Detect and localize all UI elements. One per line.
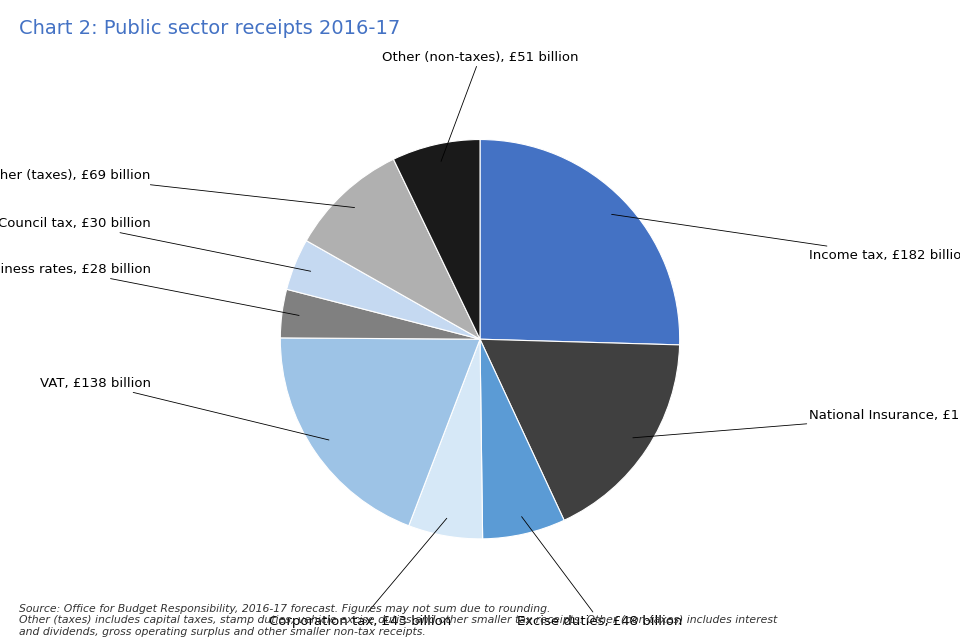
Wedge shape [480, 339, 564, 539]
Wedge shape [394, 140, 480, 339]
Wedge shape [287, 241, 480, 339]
Text: Other (non-taxes), £51 billion: Other (non-taxes), £51 billion [382, 51, 578, 161]
Text: Council tax, £30 billion: Council tax, £30 billion [0, 217, 311, 271]
Wedge shape [280, 338, 480, 525]
Wedge shape [480, 339, 680, 520]
Text: VAT, £138 billion: VAT, £138 billion [39, 376, 329, 440]
Wedge shape [280, 289, 480, 339]
Text: Excise duties, £48 billion: Excise duties, £48 billion [517, 516, 683, 628]
Wedge shape [480, 140, 680, 345]
Text: National Insurance, £126 billion: National Insurance, £126 billion [633, 408, 960, 438]
Text: Source: Office for Budget Responsibility, 2016-17 forecast. Figures may not sum : Source: Office for Budget Responsibility… [19, 604, 778, 637]
Wedge shape [409, 339, 483, 539]
Text: Income tax, £182 billion: Income tax, £182 billion [612, 214, 960, 262]
Text: Corporation tax, £43 billion: Corporation tax, £43 billion [269, 518, 451, 628]
Text: Chart 2: Public sector receipts 2016-17: Chart 2: Public sector receipts 2016-17 [19, 19, 400, 38]
Wedge shape [306, 159, 480, 339]
Text: Business rates, £28 billion: Business rates, £28 billion [0, 263, 300, 316]
Text: Other (taxes), £69 billion: Other (taxes), £69 billion [0, 169, 354, 207]
